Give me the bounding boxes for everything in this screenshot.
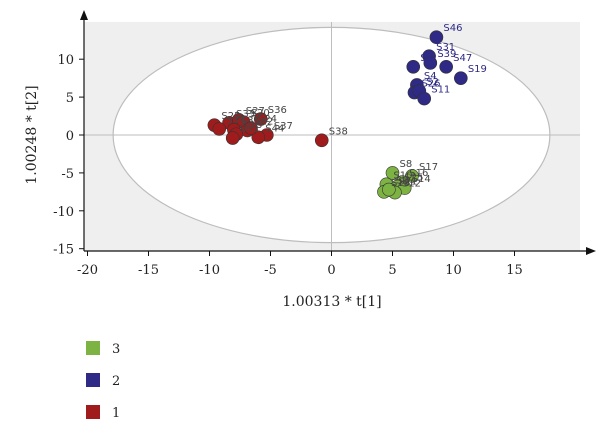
x-tick-label: 5 — [388, 263, 396, 278]
point-label: S10 — [393, 170, 412, 181]
point-label: S44 — [265, 123, 284, 134]
point-label: S19 — [468, 64, 487, 75]
legend-label: 1 — [112, 406, 120, 421]
data-point — [439, 59, 453, 74]
point-label: S35 — [241, 116, 260, 127]
legend-swatch — [86, 405, 100, 419]
point-label: S37 — [274, 121, 293, 132]
x-tick-label: -5 — [264, 263, 277, 278]
point-label: S26 — [421, 79, 440, 90]
point-label: S14 — [412, 174, 431, 185]
legend: 3 2 1 — [86, 341, 120, 421]
data-point — [385, 166, 400, 180]
y-tick-label: -10 — [53, 205, 74, 220]
legend-swatch — [86, 341, 100, 355]
y-tick-label: 5 — [66, 91, 74, 106]
point-label: S33 — [236, 109, 255, 120]
point-label: S12 — [402, 179, 421, 190]
point-label: S5 — [420, 53, 433, 64]
point-label: S39 — [437, 49, 456, 60]
point-label: S24 — [258, 114, 277, 125]
y-axis-arrow — [80, 10, 88, 20]
data-point — [429, 30, 444, 45]
data-point — [225, 131, 240, 145]
point-label: S4 — [424, 71, 437, 82]
point-label: S27 — [246, 106, 265, 117]
point-label: S47 — [453, 53, 472, 64]
point-label: S22 — [254, 116, 273, 127]
x-tick-label: -15 — [138, 263, 159, 278]
x-axis-label: 1.00313 * t[1] — [282, 294, 381, 310]
x-tick-label: 10 — [445, 263, 462, 278]
point-label: S21 — [398, 176, 417, 187]
y-tick-label: -15 — [53, 243, 74, 258]
data-point — [417, 91, 432, 106]
data-points-layer — [207, 30, 468, 200]
y-axis-label: 1.00248 * t[2] — [24, 85, 40, 184]
y-tick-label: 10 — [57, 53, 74, 68]
point-label: S9 — [396, 176, 409, 187]
point-label: S25 — [404, 173, 423, 184]
x-axis-arrow — [586, 247, 596, 255]
point-label: S38 — [329, 126, 348, 137]
x-tick-label: 0 — [327, 263, 335, 278]
point-label: S13 — [243, 120, 262, 131]
x-tick-label: -20 — [77, 263, 98, 278]
data-point — [406, 59, 421, 74]
point-label: S46 — [443, 23, 462, 34]
point-label: S17 — [419, 162, 438, 173]
data-point — [251, 130, 266, 145]
point-label: S20 — [251, 108, 270, 119]
point-label: S2 — [426, 77, 439, 88]
point-label: S8 — [400, 159, 413, 170]
y-tick-label: 0 — [66, 129, 74, 144]
point-label: S36 — [268, 105, 287, 116]
y-tick-label: -5 — [61, 167, 74, 182]
point-label: S31 — [436, 42, 455, 53]
data-point — [405, 169, 419, 183]
data-point — [244, 121, 258, 135]
data-point — [212, 122, 227, 136]
data-point — [454, 71, 468, 85]
legend-swatch — [86, 373, 100, 387]
point-label: S34 — [226, 115, 245, 126]
data-point — [382, 182, 396, 197]
point-label: S11 — [431, 85, 450, 96]
point-label: S25 — [221, 111, 240, 122]
legend-label: 2 — [112, 374, 120, 389]
point-label: S18 — [391, 178, 410, 189]
x-tick-label: -10 — [199, 263, 220, 278]
legend-label: 3 — [112, 342, 120, 357]
point-label: S16 — [409, 168, 428, 179]
data-point — [423, 56, 438, 70]
data-point — [314, 133, 329, 148]
x-tick-label: 15 — [506, 263, 523, 278]
data-point — [253, 112, 268, 126]
point-label: S43 — [240, 124, 259, 135]
